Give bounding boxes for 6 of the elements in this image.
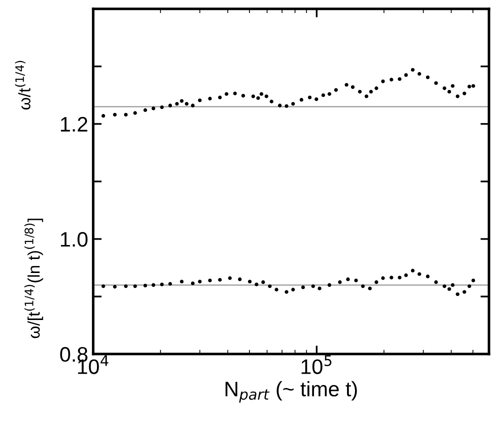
y-tick-label: 1.0 xyxy=(60,232,88,247)
text: ω/[t$^{(1/4)}$(ln t)$^{(1/8)}$] xyxy=(24,218,44,338)
x-axis-title: N$_{part}$ (~ time t) xyxy=(226,381,357,403)
y-tick-label: 1.2 xyxy=(60,116,88,132)
x-tick-label: 10$^{5}$ xyxy=(302,355,332,374)
y-axis-title: ω/t$^{(1/4)}$ xyxy=(15,60,30,110)
